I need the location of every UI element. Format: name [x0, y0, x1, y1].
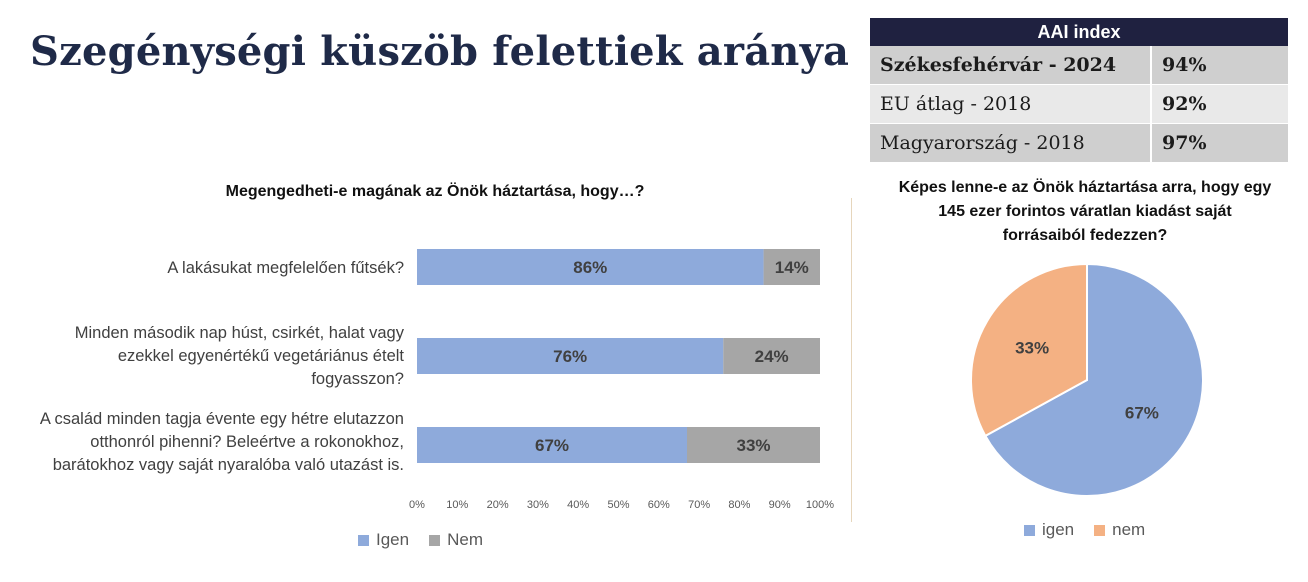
- x-tick-label: 70%: [688, 499, 710, 511]
- legend-item-nem: nem: [1094, 520, 1145, 540]
- x-tick-label: 50%: [607, 499, 629, 511]
- bar-category-label: A család minden tagja évente egy hétre e…: [40, 408, 404, 477]
- legend-label: igen: [1042, 520, 1075, 539]
- bar-igen-1: [417, 338, 724, 374]
- bar-data-label: 86%: [573, 258, 607, 277]
- pie-data-label: 67%: [1125, 403, 1159, 422]
- bar-igen-0: [417, 249, 764, 285]
- category-line: A lakásukat megfelelően fűtsék?: [167, 259, 404, 277]
- x-tick-label: 0%: [409, 499, 425, 511]
- aai-row-value: 97%: [1151, 123, 1288, 163]
- category-line: fogyasszon?: [311, 370, 404, 388]
- pie-title-line: 145 ezer forintos váratlan kiadást saját: [938, 203, 1232, 220]
- legend-swatch: [1094, 524, 1106, 536]
- category-line: ezekkel egyenértékű vegetáriánus ételt: [117, 347, 404, 365]
- aai-table-header: AAI index: [870, 18, 1288, 46]
- bar-category-label: A lakásukat megfelelően fűtsék?: [167, 257, 404, 280]
- x-tick-label: 40%: [567, 499, 589, 511]
- category-line: barátokhoz vagy saját nyaralóba való uta…: [52, 456, 404, 474]
- legend-label: Nem: [447, 530, 483, 549]
- pie-chart-legend: igen nem: [1024, 520, 1165, 540]
- category-line: otthonról pihenni? Beleértve a rokonokho…: [90, 433, 404, 451]
- aai-table-row: Székesfehérvár - 2024 94%: [870, 46, 1288, 85]
- x-tick-label: 80%: [728, 499, 750, 511]
- aai-row-label: Székesfehérvár - 2024: [870, 46, 1152, 85]
- legend-item-igen: Igen: [358, 530, 409, 550]
- aai-row-value: 94%: [1151, 46, 1288, 85]
- bar-category-label: Minden második nap húst, csirkét, halat …: [75, 322, 404, 391]
- bar-data-label: 33%: [736, 436, 770, 455]
- legend-swatch: [1024, 524, 1035, 536]
- x-tick-label: 20%: [487, 499, 509, 511]
- bar-chart-legend: Igen Nem: [358, 530, 503, 550]
- chart-divider: [851, 198, 852, 522]
- aai-index-table: AAI index Székesfehérvár - 2024 94% EU á…: [870, 18, 1288, 163]
- legend-item-nem: Nem: [429, 530, 483, 550]
- aai-table-header-row: AAI index: [870, 18, 1288, 46]
- aai-table-row: EU átlag - 2018 92%: [870, 84, 1288, 124]
- category-line: Minden második nap húst, csirkét, halat …: [74, 324, 404, 342]
- legend-swatch: [429, 534, 441, 546]
- x-tick-label: 60%: [648, 499, 670, 511]
- aai-row-label: EU átlag - 2018: [870, 84, 1152, 124]
- bar-data-label: 67%: [535, 436, 569, 455]
- bar-nem-0: [763, 249, 820, 285]
- aai-row-value: 92%: [1151, 84, 1288, 124]
- aai-row-label: Magyarország - 2018: [870, 123, 1152, 163]
- pie-title-line: forrásaiból fedezzen?: [1002, 227, 1168, 244]
- pie-title-line: Képes lenne-e az Önök háztartása arra, h…: [898, 179, 1272, 196]
- legend-item-igen: igen: [1024, 520, 1074, 540]
- legend-label: nem: [1112, 520, 1146, 539]
- pie-data-label: 33%: [1015, 339, 1049, 358]
- pie-slice-igen: [983, 262, 1204, 497]
- legend-swatch: [358, 534, 369, 546]
- x-tick-label: 100%: [806, 499, 834, 511]
- category-line: A család minden tagja évente egy hétre e…: [39, 410, 404, 428]
- aai-table-row: Magyarország - 2018 97%: [870, 123, 1288, 163]
- page-title: Szegénységi küszöb felettiek aránya: [30, 28, 850, 75]
- bar-data-label: 76%: [553, 347, 587, 366]
- pie-chart-title: Képes lenne-e az Önök háztartása arra, h…: [876, 176, 1294, 248]
- pie-slice-nem: [970, 262, 1088, 438]
- bar-chart-title: Megengedheti-e magának az Önök háztartás…: [225, 183, 645, 200]
- bar-igen-2: [417, 427, 688, 463]
- x-tick-label: 10%: [446, 499, 468, 511]
- bar-nem-1: [723, 338, 820, 374]
- x-tick-label: 30%: [527, 499, 549, 511]
- x-tick-label: 90%: [769, 499, 791, 511]
- bar-nem-2: [687, 427, 820, 463]
- bar-data-label: 14%: [775, 258, 809, 277]
- bar-data-label: 24%: [755, 347, 789, 366]
- legend-label: Igen: [376, 530, 410, 549]
